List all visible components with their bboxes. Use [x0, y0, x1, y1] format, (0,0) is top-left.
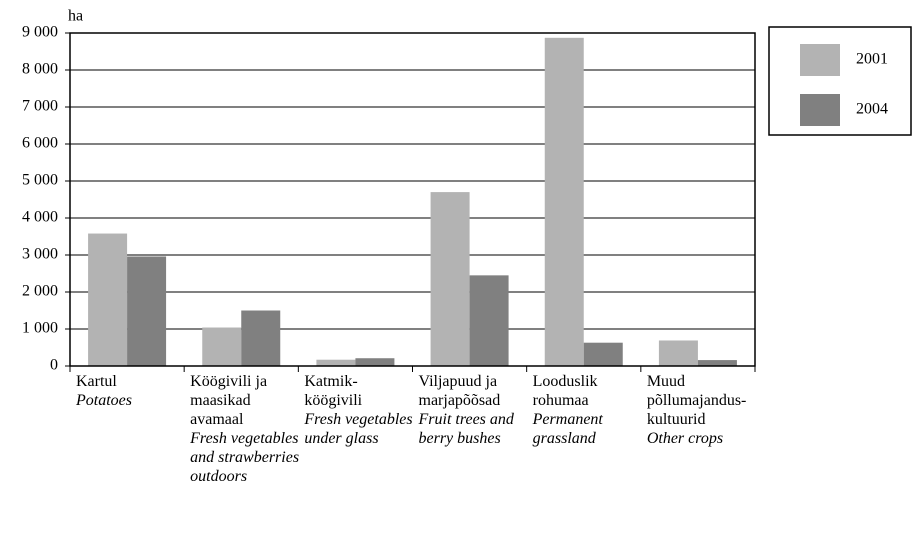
category-label-en: Permanent grassland [532, 411, 603, 447]
y-tick-label: 5 000 [22, 172, 58, 189]
x-tick-label: Muud põllumajandus-kultuurid Other crops [647, 372, 757, 448]
bar [316, 359, 356, 366]
y-tick-label: 4 000 [22, 209, 58, 226]
bar [202, 327, 242, 366]
x-tick-label: Looduslik rohumaa Permanent grassland [533, 372, 643, 448]
category-label-en: Other crops [646, 430, 724, 447]
category-label: Kartul [76, 373, 117, 390]
legend-label: 2001 [856, 51, 888, 68]
category-label-en: Fresh vegetables and strawberries outdoo… [190, 430, 300, 485]
category-label-en: Fruit trees and berry bushes [418, 411, 514, 447]
bar [697, 360, 737, 366]
x-tick-label: Viljapuud ja marjapõõsad Fruit trees and … [419, 372, 529, 448]
bar [583, 342, 623, 366]
bar [658, 340, 698, 366]
bar [241, 310, 281, 366]
bar [430, 192, 470, 366]
y-tick-label: 6 000 [22, 135, 58, 152]
y-tick-label: 2 000 [22, 283, 58, 300]
x-tick-label: Köögivili ja maasikad avamaal Fresh veget… [190, 372, 300, 486]
x-tick-label: Katmik-köögivili Fresh vegetables under g… [304, 372, 414, 448]
bar [355, 358, 395, 366]
y-tick-label: 3 000 [22, 246, 58, 263]
legend-swatch [800, 94, 840, 126]
legend-swatch [800, 44, 840, 76]
y-tick-label: 0 [50, 357, 58, 374]
bar [544, 37, 584, 367]
legend-label: 2004 [856, 101, 888, 118]
bar [469, 275, 509, 366]
plot-frame [69, 32, 756, 367]
category-label: Köögivili ja maasikad avamaal [190, 373, 268, 428]
bar [88, 233, 128, 366]
x-tick-label: Kartul Potatoes [76, 372, 186, 410]
bar [127, 256, 167, 366]
category-label: Katmik-köögivili [304, 373, 363, 409]
y-tick-label: 7 000 [22, 98, 58, 115]
y-tick-label: 1 000 [22, 320, 58, 337]
category-label-en: Fresh vegetables under glass [304, 411, 413, 447]
y-tick-label: 8 000 [22, 61, 58, 78]
category-label: Viljapuud ja marjapõõsad [418, 373, 501, 409]
category-label: Muud põllumajandus-kultuurid [646, 373, 747, 428]
y-axis-label: ha [68, 8, 83, 25]
category-label-en: Potatoes [76, 392, 132, 409]
category-label: Looduslik rohumaa [532, 373, 598, 409]
y-tick-label: 9 000 [22, 24, 58, 41]
